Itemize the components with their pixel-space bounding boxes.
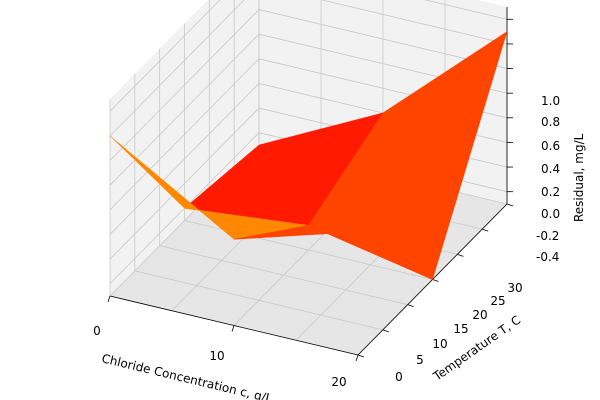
z-tick-label: 0.2 <box>541 185 560 199</box>
back-grid-line <box>424 0 508 20</box>
tick-marks <box>107 18 514 362</box>
y-tick-mark <box>407 304 414 308</box>
z-tick-label: 0.0 <box>541 207 560 221</box>
x-tick-mark <box>231 325 235 332</box>
z-tick-label: 0.4 <box>541 162 560 176</box>
z-tick-label: -0.4 <box>536 250 559 264</box>
z-tick-label: -0.2 <box>536 229 559 243</box>
left-grid-line <box>109 0 221 112</box>
y-tick-mark <box>482 228 489 232</box>
x-tick-labels: 0 10 20 <box>93 324 346 389</box>
y-tick-label: 25 <box>490 294 505 308</box>
z-tick-label: 0.6 <box>541 139 560 153</box>
y-tick-mark <box>457 253 464 257</box>
z-tick-labels: -0.4 -0.2 0.0 0.2 0.4 0.6 0.8 1.0 <box>536 94 560 264</box>
x-axis-label: Chloride Concentration c, g/L <box>100 351 274 400</box>
z-axis-label: Residual, mg/L <box>572 133 586 222</box>
y-tick-label: 10 <box>432 337 447 351</box>
z-tick-label: 1.0 <box>541 94 560 108</box>
left-grid-line <box>109 58 260 211</box>
y-tick-mark <box>506 203 514 207</box>
surface-plot <box>109 31 508 280</box>
y-tick-mark <box>382 329 389 333</box>
x-tick-mark <box>107 295 111 303</box>
y-tick-mark <box>432 279 439 282</box>
y-tick-label: 15 <box>453 322 468 336</box>
surface-patch <box>233 225 433 280</box>
floor-grid-line <box>134 270 383 331</box>
left-grid-line <box>109 0 245 137</box>
y-tick-mark <box>357 354 365 358</box>
left-grid-line <box>109 9 260 161</box>
x-tick-label: 10 <box>209 349 224 363</box>
back-grid-line <box>320 0 508 45</box>
x-tick-mark <box>355 354 359 362</box>
x-tick-label: 20 <box>331 375 346 389</box>
y-tick-label: 5 <box>416 353 424 367</box>
x-tick-label: 0 <box>93 324 101 338</box>
y-tick-label: 20 <box>472 308 487 322</box>
left-grid-line <box>109 83 260 235</box>
left-grid-line <box>109 107 260 260</box>
y-tick-label: 0 <box>395 370 403 384</box>
y-tick-labels: 0 5 10 15 20 25 30 <box>395 281 522 384</box>
z-tick-label: 0.8 <box>541 115 560 129</box>
y-tick-label: 30 <box>507 281 522 295</box>
floor-grid-line <box>159 245 408 306</box>
